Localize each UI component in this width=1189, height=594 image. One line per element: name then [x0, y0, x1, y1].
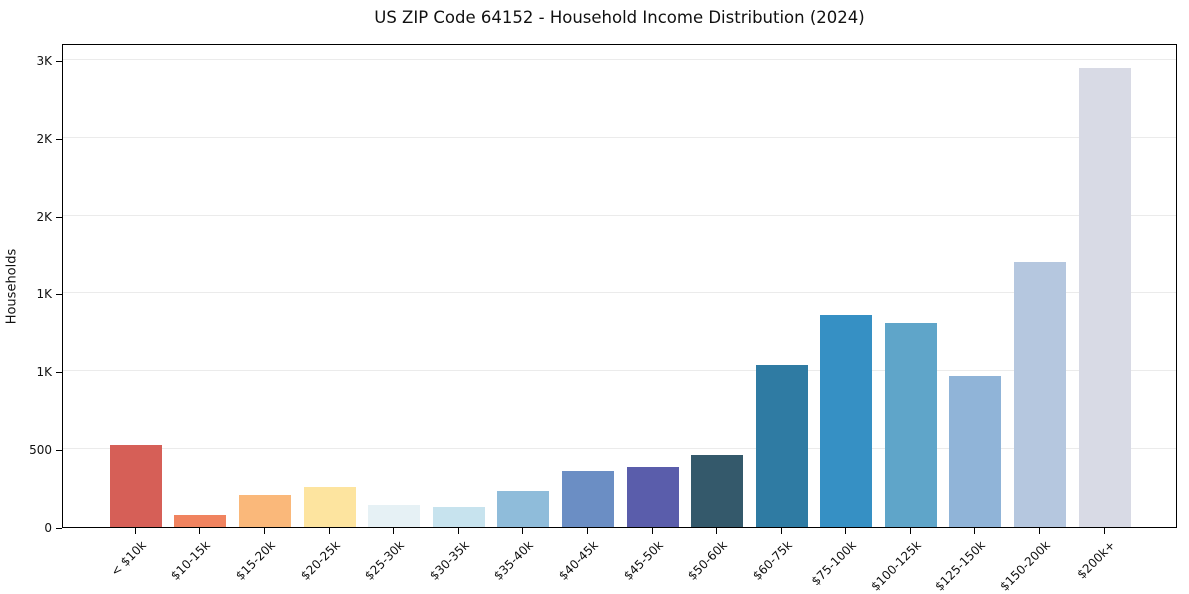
x-tick-mark [457, 528, 459, 534]
y-tick-mark [56, 60, 62, 62]
x-tick-mark [1039, 528, 1041, 534]
chart-title: US ZIP Code 64152 - Household Income Dis… [374, 8, 865, 27]
y-axis-label: Households [4, 248, 20, 325]
x-tick-mark [974, 528, 976, 534]
gridline [63, 292, 1176, 294]
x-tick-label: $200k+ [1074, 538, 1118, 582]
x-tick-label: $35-40k [491, 538, 537, 583]
y-tick-label: 500 [29, 443, 52, 458]
x-tick-label: $20-25k [297, 538, 343, 583]
y-tick-mark [56, 216, 62, 218]
y-tick-label: 1K [36, 365, 52, 380]
x-tick-label: $100-125k [868, 538, 924, 594]
bar-$15-20k [238, 495, 291, 527]
x-tick-mark [522, 528, 524, 534]
y-tick-label: 3K [36, 53, 52, 68]
bar-$20-25k [303, 487, 356, 527]
x-tick-label: $10-15k [168, 538, 214, 583]
x-tick-label: $75-100k [808, 538, 860, 589]
bar-$100-125k [884, 323, 937, 527]
y-tick-label: 2K [36, 209, 52, 224]
y-tick-label: 0 [44, 521, 52, 535]
plot-area [62, 44, 1177, 528]
x-tick-mark [651, 528, 653, 534]
x-tick-label: $125-150k [932, 538, 989, 594]
x-tick-mark [263, 528, 265, 534]
bar-$60-75k [755, 365, 808, 527]
bar-$25-30k [368, 505, 421, 527]
bar-$50-60k [691, 454, 744, 527]
x-tick-mark [909, 528, 911, 534]
x-tick-mark [393, 528, 395, 534]
gridline [63, 448, 1176, 450]
bar-$200k+ [1078, 67, 1131, 527]
x-tick-label: $45-50k [620, 538, 666, 583]
bar-$75-100k [820, 315, 873, 527]
x-tick-label: $60-75k [749, 538, 795, 583]
x-tick-label: $25-30k [362, 538, 408, 583]
y-tick-mark [56, 450, 62, 452]
x-tick-label: $15-20k [233, 538, 278, 583]
bar-$125-150k [949, 376, 1002, 527]
y-tick-label: 2K [36, 131, 52, 146]
bar-$45-50k [626, 467, 679, 527]
x-tick-mark [780, 528, 782, 534]
x-tick-mark [328, 528, 330, 534]
y-tick-mark [56, 138, 62, 140]
x-tick-label: $150-200k [997, 538, 1053, 594]
y-tick-mark [56, 294, 62, 296]
bar-< $10k [109, 444, 162, 527]
x-tick-mark [134, 528, 136, 534]
x-tick-mark [845, 528, 847, 534]
bar-$40-45k [561, 470, 614, 527]
x-tick-mark [199, 528, 201, 534]
x-tick-mark [586, 528, 588, 534]
gridline [63, 370, 1176, 372]
y-tick-mark [56, 528, 62, 529]
gridline [63, 214, 1176, 216]
bar-$30-35k [432, 506, 485, 527]
bar-$35-40k [497, 491, 550, 527]
x-tick-mark [1103, 528, 1105, 534]
x-tick-label: $50-60k [685, 538, 731, 583]
bar-$10-15k [174, 514, 227, 527]
gridline [63, 136, 1176, 138]
y-tick-label: 1K [36, 287, 52, 302]
x-tick-mark [716, 528, 718, 534]
bar-$150-200k [1014, 262, 1067, 527]
x-tick-label: $30-35k [426, 538, 472, 583]
gridline [63, 58, 1176, 60]
x-tick-label: $40-45k [555, 538, 601, 583]
x-tick-label: < $10k [107, 538, 149, 579]
y-tick-mark [56, 372, 62, 374]
